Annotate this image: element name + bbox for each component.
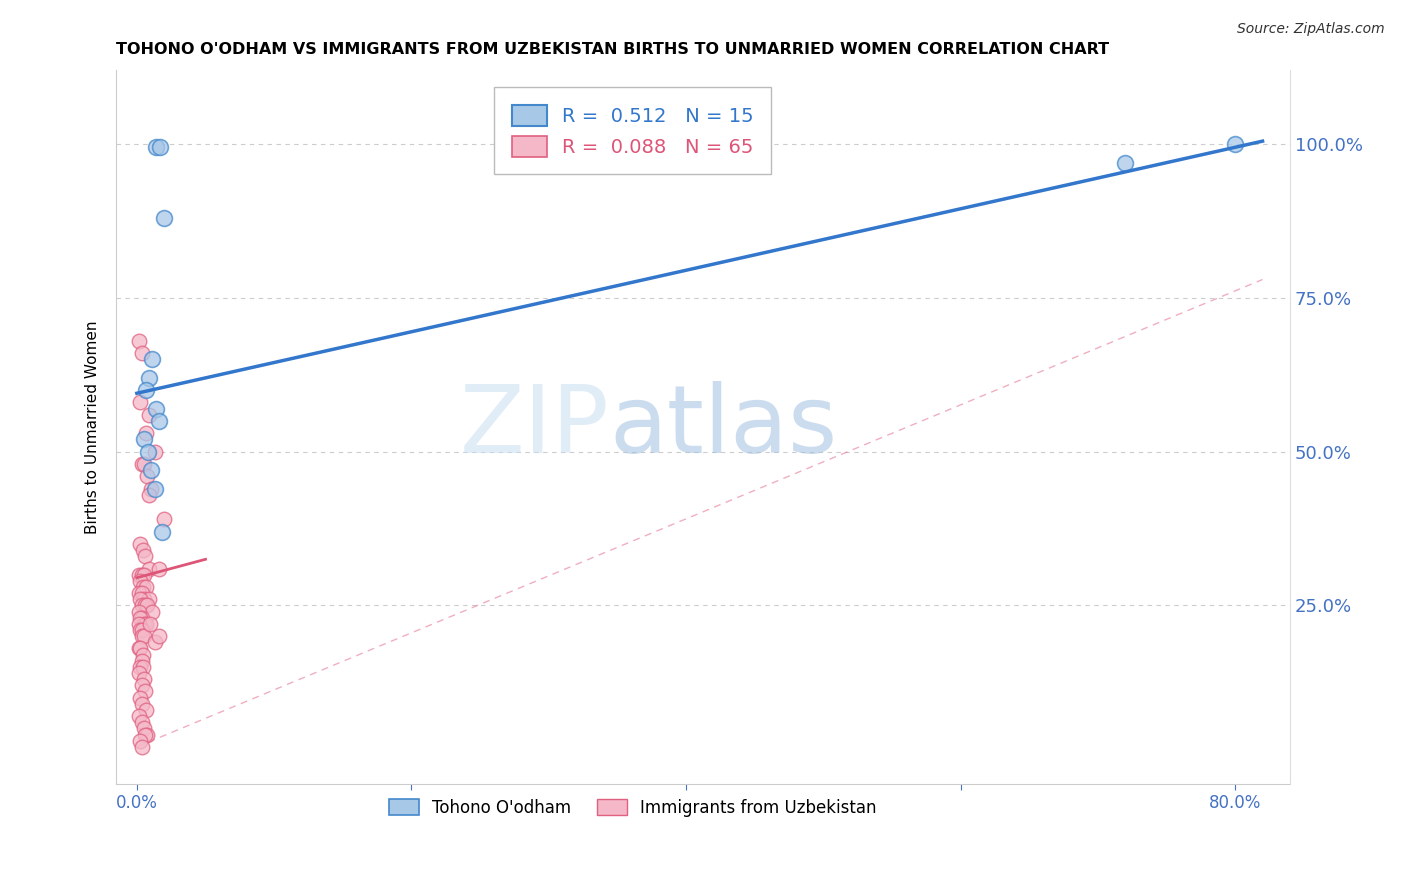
Point: [132, 648, 155, 662]
Y-axis label: Births to Unmarried Women: Births to Unmarried Women: [86, 320, 100, 533]
Point: [143, 482, 166, 496]
Point: [136, 727, 159, 741]
Point: [131, 346, 153, 360]
Point: [131, 715, 153, 730]
Point: [150, 524, 173, 539]
Point: [148, 561, 170, 575]
Point: [135, 383, 157, 397]
Point: [131, 599, 153, 613]
Point: [134, 599, 156, 613]
Point: [132, 672, 155, 686]
Point: [132, 722, 155, 736]
Point: [136, 469, 159, 483]
Point: [129, 660, 152, 674]
Point: [132, 629, 155, 643]
Point: [132, 580, 155, 594]
Text: atlas: atlas: [609, 381, 838, 473]
Point: [153, 211, 176, 225]
Point: [134, 457, 156, 471]
Point: [131, 629, 153, 643]
Point: [131, 586, 153, 600]
Point: [138, 488, 160, 502]
Point: [135, 703, 157, 717]
Point: [128, 709, 150, 723]
Point: [153, 512, 176, 526]
Point: [132, 543, 155, 558]
Point: [135, 580, 157, 594]
Point: [131, 610, 153, 624]
Text: Source: ZipAtlas.com: Source: ZipAtlas.com: [1237, 22, 1385, 37]
Point: [132, 616, 155, 631]
Point: [148, 629, 170, 643]
Point: [138, 371, 160, 385]
Point: [128, 666, 150, 681]
Point: [136, 599, 159, 613]
Point: [132, 433, 155, 447]
Point: [131, 654, 153, 668]
Point: [139, 616, 162, 631]
Point: [131, 623, 153, 637]
Point: [128, 334, 150, 348]
Point: [145, 140, 167, 154]
Legend: Tohono O'odham, Immigrants from Uzbekistan: Tohono O'odham, Immigrants from Uzbekist…: [381, 790, 884, 825]
Point: [134, 684, 156, 698]
Point: [138, 408, 160, 422]
Point: [149, 140, 172, 154]
Point: [129, 623, 152, 637]
Point: [129, 641, 152, 656]
Point: [141, 352, 163, 367]
Point: [139, 482, 162, 496]
Point: [145, 401, 167, 416]
Point: [131, 678, 153, 692]
Point: [132, 567, 155, 582]
Point: [141, 605, 163, 619]
Point: [135, 616, 157, 631]
Point: [128, 586, 150, 600]
Point: [132, 660, 155, 674]
Point: [1223, 137, 1246, 152]
Point: [136, 444, 159, 458]
Point: [135, 426, 157, 441]
Point: [139, 463, 162, 477]
Point: [128, 641, 150, 656]
Point: [129, 610, 152, 624]
Point: [148, 414, 170, 428]
Point: [131, 697, 153, 711]
Point: [128, 605, 150, 619]
Point: [132, 592, 155, 607]
Point: [138, 561, 160, 575]
Point: [131, 739, 153, 754]
Text: TOHONO O'ODHAM VS IMMIGRANTS FROM UZBEKISTAN BIRTHS TO UNMARRIED WOMEN CORRELATI: TOHONO O'ODHAM VS IMMIGRANTS FROM UZBEKI…: [117, 42, 1109, 57]
Point: [143, 444, 166, 458]
Point: [138, 592, 160, 607]
Point: [134, 727, 156, 741]
Point: [131, 457, 153, 471]
Point: [134, 549, 156, 564]
Point: [129, 592, 152, 607]
Text: ZIP: ZIP: [460, 381, 609, 473]
Point: [129, 733, 152, 747]
Point: [131, 567, 153, 582]
Point: [128, 616, 150, 631]
Point: [129, 690, 152, 705]
Point: [129, 537, 152, 551]
Point: [129, 395, 152, 409]
Point: [1114, 155, 1136, 169]
Point: [129, 574, 152, 588]
Point: [143, 635, 166, 649]
Point: [128, 567, 150, 582]
